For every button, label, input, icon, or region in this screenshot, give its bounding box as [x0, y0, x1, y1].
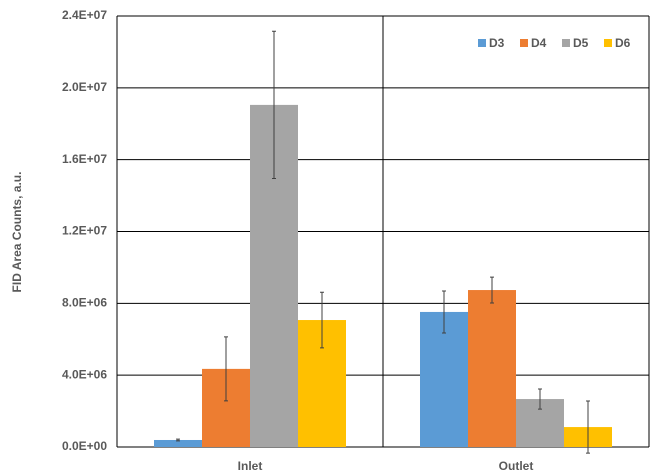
error-bar	[586, 400, 590, 454]
y-tick-label: 1.2E+07	[62, 224, 107, 238]
legend-swatch	[478, 39, 486, 47]
error-bar	[538, 388, 542, 410]
legend-label: D4	[531, 36, 547, 50]
bar	[154, 439, 202, 447]
x-tick-label: Outlet	[499, 459, 534, 473]
legend-label: D3	[489, 36, 505, 50]
legend-swatch	[520, 39, 528, 47]
y-tick-label: 0.0E+00	[62, 439, 107, 453]
error-bar	[442, 290, 446, 334]
y-tick-label: 4.0E+06	[62, 367, 107, 381]
error-bar	[490, 276, 494, 304]
legend-label: D5	[573, 36, 589, 50]
y-tick-label: 2.4E+07	[62, 8, 107, 22]
x-tick-label: Inlet	[238, 459, 263, 473]
legend-swatch	[604, 39, 612, 47]
error-bar	[176, 438, 180, 442]
error-bar	[224, 336, 228, 402]
bar	[468, 290, 516, 447]
y-tick-label: 8.0E+06	[62, 296, 107, 310]
y-tick-label: 1.6E+07	[62, 152, 107, 166]
error-bar	[272, 30, 276, 180]
legend-label: D6	[615, 36, 631, 50]
legend-swatch	[562, 39, 570, 47]
error-bar	[320, 291, 324, 349]
bar	[420, 311, 468, 447]
y-axis-label: FID Area Counts, a.u.	[10, 172, 24, 293]
y-tick-label: 2.0E+07	[62, 80, 107, 94]
